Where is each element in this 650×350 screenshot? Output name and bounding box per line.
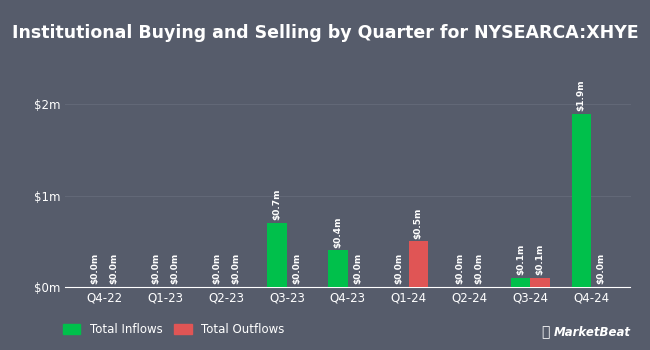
Text: $0.7m: $0.7m: [273, 189, 281, 220]
Text: Institutional Buying and Selling by Quarter for NYSEARCA:XHYE: Institutional Buying and Selling by Quar…: [12, 25, 638, 42]
Text: $0.1m: $0.1m: [516, 244, 525, 275]
Text: $0.0m: $0.0m: [292, 253, 301, 284]
Text: $0.0m: $0.0m: [170, 253, 179, 284]
Text: ⦾: ⦾: [541, 326, 549, 340]
Text: $0.0m: $0.0m: [474, 253, 484, 284]
Text: $0.0m: $0.0m: [110, 253, 119, 284]
Text: $0.1m: $0.1m: [536, 244, 545, 275]
Bar: [530, 278, 550, 287]
Text: $0.0m: $0.0m: [231, 253, 240, 284]
Text: $0.4m: $0.4m: [333, 216, 343, 248]
Text: $1.9m: $1.9m: [577, 79, 586, 111]
Text: $0.0m: $0.0m: [212, 253, 221, 284]
Bar: [409, 241, 428, 287]
Legend: Total Inflows, Total Outflows: Total Inflows, Total Outflows: [58, 318, 290, 341]
Text: $0.0m: $0.0m: [395, 253, 404, 284]
Text: MarketBeat: MarketBeat: [554, 327, 630, 340]
Text: $0.5m: $0.5m: [414, 207, 422, 239]
Text: $0.0m: $0.0m: [151, 253, 160, 284]
Bar: [328, 251, 348, 287]
Text: $0.0m: $0.0m: [455, 253, 464, 284]
Text: $0.0m: $0.0m: [353, 253, 362, 284]
Text: $0.0m: $0.0m: [596, 253, 605, 284]
Bar: [571, 113, 591, 287]
Text: $0.0m: $0.0m: [90, 253, 99, 284]
Bar: [268, 223, 287, 287]
Bar: [511, 278, 530, 287]
